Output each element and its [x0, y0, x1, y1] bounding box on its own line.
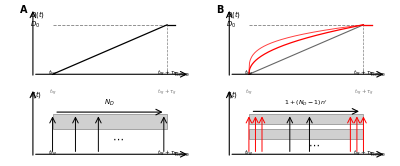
Text: $D_0$: $D_0$ — [30, 20, 40, 30]
Text: $t_{rg}$: $t_{rg}$ — [48, 149, 57, 159]
Bar — [249, 114, 364, 124]
Bar — [249, 129, 364, 139]
Text: $t_{rg}+\tau_g$: $t_{rg}+\tau_g$ — [157, 87, 177, 98]
Text: $t_{rg}+\tau_g$: $t_{rg}+\tau_g$ — [157, 149, 178, 159]
Text: $t_{rg}+\tau_g$: $t_{rg}+\tau_g$ — [157, 69, 178, 79]
Text: $t_{rg}$: $t_{rg}$ — [244, 149, 253, 159]
Text: $\rm{Time}$: $\rm{Time}$ — [369, 150, 386, 158]
Text: $D(t)$: $D(t)$ — [30, 9, 45, 20]
Text: $t_{rg}$: $t_{rg}$ — [244, 69, 253, 79]
Text: $t_{rg}$: $t_{rg}$ — [245, 87, 253, 98]
Text: $t_{rg}+\tau_g$: $t_{rg}+\tau_g$ — [354, 87, 374, 98]
Text: $t_{rg}$: $t_{rg}$ — [48, 69, 57, 79]
Text: $\rm{Time}$: $\rm{Time}$ — [369, 70, 386, 78]
Text: A: A — [20, 5, 27, 15]
Text: B: B — [216, 5, 224, 15]
Bar — [52, 114, 167, 129]
Text: $\rm{Time}$: $\rm{Time}$ — [173, 70, 190, 78]
Text: $f(t)$: $f(t)$ — [226, 89, 238, 100]
Text: $t_{rg}+\tau_g$: $t_{rg}+\tau_g$ — [353, 69, 374, 79]
Text: $1+(N_D-1)n'$: $1+(N_D-1)n'$ — [284, 98, 328, 108]
Text: $D(t)$: $D(t)$ — [226, 9, 241, 20]
Text: $\rm{Time}$: $\rm{Time}$ — [173, 150, 190, 158]
Text: $t_{rg}+\tau_g$: $t_{rg}+\tau_g$ — [353, 149, 374, 159]
Text: $f(t)$: $f(t)$ — [30, 89, 42, 100]
Text: $N_D$: $N_D$ — [104, 98, 115, 108]
Text: $\cdots$: $\cdots$ — [112, 134, 124, 144]
Text: $\cdots$: $\cdots$ — [308, 140, 320, 150]
Text: $t_{rg}$: $t_{rg}$ — [48, 87, 56, 98]
Text: $D_0$: $D_0$ — [226, 20, 236, 30]
